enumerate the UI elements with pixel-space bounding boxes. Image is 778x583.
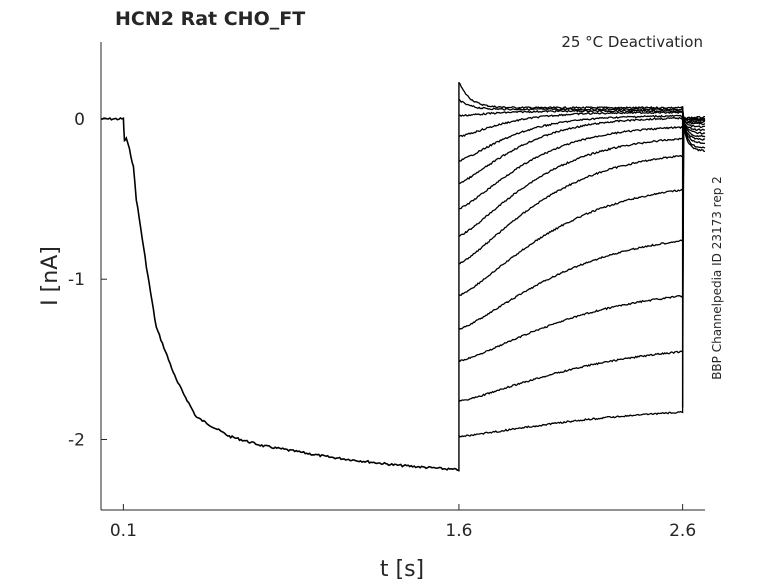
deactivation-trace: [458, 123, 706, 363]
deactivation-trace: [458, 108, 706, 121]
deactivation-trace: [458, 126, 706, 438]
deactivation-trace: [458, 122, 706, 296]
traces: [100, 82, 706, 472]
deactivation-trace: [458, 122, 706, 265]
chart-title: HCN2 Rat CHO_FT: [115, 8, 305, 30]
deactivation-trace: [458, 82, 705, 120]
deactivation-trace: [458, 98, 706, 121]
deactivation-trace: [458, 123, 706, 331]
deactivation-trace: [458, 120, 706, 210]
y-axis-label: I [nA]: [38, 246, 63, 306]
deactivation-trace: [458, 114, 705, 162]
ticks: 0.1 1.6 2.6 0 -1 -2: [68, 110, 696, 541]
y-tick-label: -2: [68, 430, 85, 450]
x-axis-label: t [s]: [380, 557, 424, 582]
x-tick-label: 2.6: [669, 521, 696, 541]
x-tick-label: 1.6: [445, 521, 472, 541]
activation-trace: [100, 116, 460, 472]
deactivation-trace: [458, 110, 706, 138]
deactivation-trace: [458, 115, 706, 184]
deactivation-trace: [458, 125, 706, 403]
y-tick-label: -1: [68, 270, 85, 290]
deactivation-trace: [458, 119, 706, 237]
chart-subtitle: 25 °C Deactivation: [561, 33, 703, 51]
y-tick-label: 0: [74, 110, 85, 130]
x-tick-label: 0.1: [110, 521, 137, 541]
side-label: BBP Channelpedia ID 23173 rep 2: [710, 176, 724, 380]
axes: [100, 42, 705, 511]
